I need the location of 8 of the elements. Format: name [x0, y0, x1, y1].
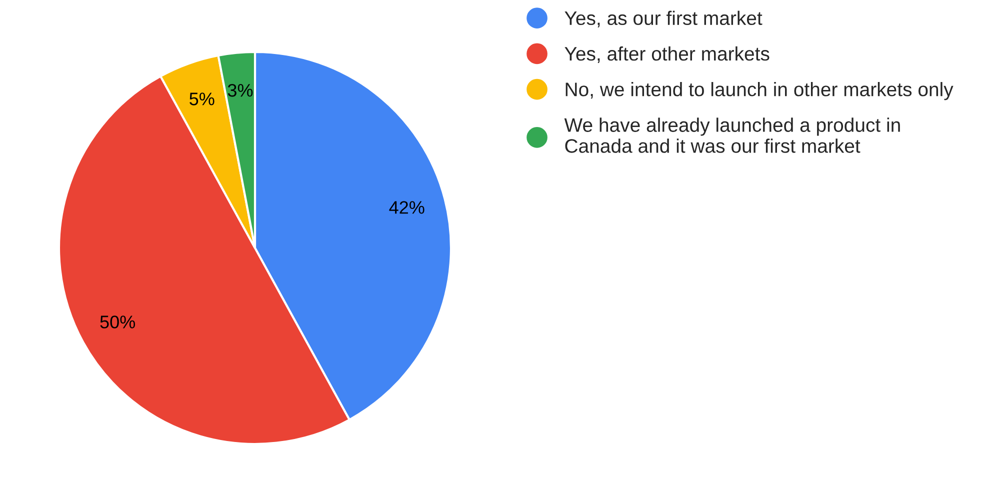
legend-label: Yes, after other markets: [564, 46, 770, 63]
legend-label: No, we intend to launch in other markets only: [566, 82, 954, 100]
data-label: 5%: [190, 92, 214, 106]
data-label: 3%: [228, 84, 253, 97]
data-label: 50%: [100, 316, 136, 328]
data-label: 42%: [389, 201, 424, 214]
legend-label: Yes, as our first market: [564, 10, 762, 28]
legend-label: We have already launched a product in Canada and it was our first market: [564, 118, 900, 153]
